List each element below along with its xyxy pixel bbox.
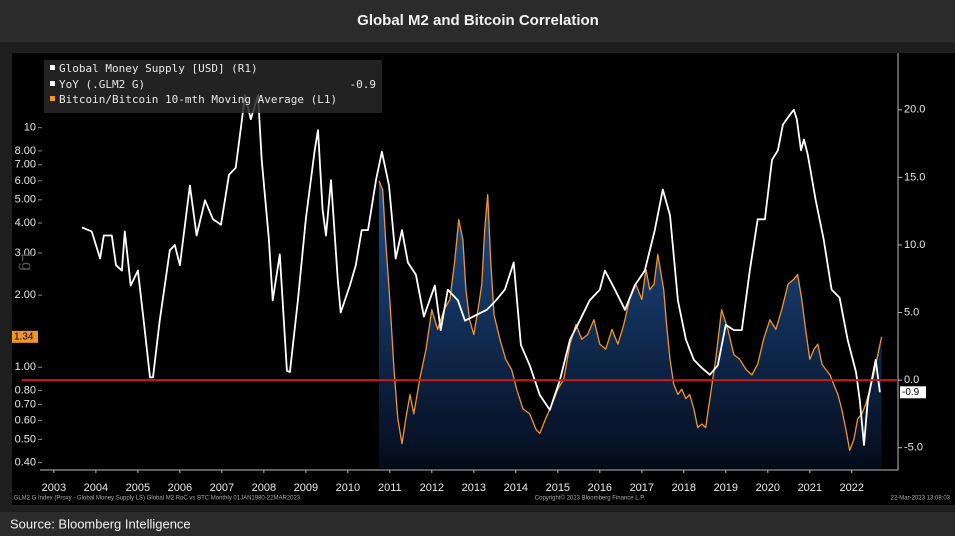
legend-entry: YoY (.GLM2 G) <box>59 78 145 91</box>
y-tick-label: 0.70 <box>15 398 36 410</box>
series-line <box>378 180 883 452</box>
y-tick-label: 8.00 <box>15 145 36 157</box>
x-tick-label: 2016 <box>588 482 612 494</box>
y2-tick-label: 20.0 <box>904 104 925 116</box>
title-bar <box>0 0 955 42</box>
footer-right: 22-Mar-2023 13:08:03 <box>891 496 951 502</box>
x-tick-label: 2011 <box>378 482 402 494</box>
last-value-label: -0.9 <box>902 387 920 398</box>
chart-title: Global M2 and Bitcoin Correlation <box>357 12 599 29</box>
y-tick-label: 3.00 <box>15 247 36 259</box>
y-tick-label: 10 <box>24 122 36 134</box>
legend-swatch <box>50 65 55 70</box>
legend-value: -0.9 <box>350 78 377 91</box>
x-tick-label: 2010 <box>336 482 360 494</box>
x-tick-label: 2008 <box>252 482 276 494</box>
y2-tick-label: -5.0 <box>904 442 923 454</box>
y-tick-label: 7.00 <box>15 159 36 171</box>
footer-left: .GLM2 G Index (Proxy - Global Money Supp… <box>12 496 301 502</box>
x-tick-label: 2005 <box>126 482 150 494</box>
y-tick-label: 0.40 <box>15 457 36 469</box>
x-tick-label: 2009 <box>294 482 318 494</box>
legend-entry: Global Money Supply [USD] (R1) <box>59 62 258 75</box>
x-tick-label: 2019 <box>714 482 738 494</box>
y-tick-label: 2.00 <box>15 289 36 301</box>
y-tick-label: 5.00 <box>15 194 36 206</box>
x-tick-label: 2022 <box>840 482 864 494</box>
x-tick-label: 2020 <box>756 482 780 494</box>
x-tick-label: 2014 <box>504 482 528 494</box>
x-tick-label: 2018 <box>672 482 696 494</box>
legend-swatch <box>50 96 55 101</box>
y2-tick-label: 10.0 <box>904 239 925 251</box>
x-tick-label: 2015 <box>546 482 570 494</box>
y-tick-label: 0.80 <box>15 384 36 396</box>
area-fill <box>378 180 882 468</box>
source: Source: Bloomberg Intelligence <box>10 516 191 531</box>
x-tick-label: 2017 <box>630 482 654 494</box>
legend-box <box>44 60 382 113</box>
x-tick-label: 2007 <box>210 482 234 494</box>
y2-tick-label: 5.0 <box>904 306 919 318</box>
y2-tick-label: 0.0 <box>904 374 919 386</box>
x-tick-label: 2012 <box>420 482 444 494</box>
y2-tick-label: 15.0 <box>904 171 925 183</box>
x-tick-label: 2003 <box>42 482 66 494</box>
y-tick-label: 1.00 <box>15 361 36 373</box>
y-tick-label: 0.50 <box>15 433 36 445</box>
legend-swatch <box>50 81 55 86</box>
x-tick-label: 2021 <box>798 482 822 494</box>
y-tick-label: 6.00 <box>15 175 36 187</box>
x-tick-label: 2013 <box>462 482 486 494</box>
last-value-box <box>12 330 38 343</box>
legend-entry: Bitcoin/Bitcoin 10-mth Moving Average (L… <box>59 93 337 106</box>
y-tick-label: 4.00 <box>15 217 36 229</box>
y-axis-label: Lg <box>18 253 35 271</box>
x-tick-label: 2004 <box>84 482 108 494</box>
y-tick-label: 0.60 <box>15 414 36 426</box>
last-value-box <box>900 386 926 399</box>
series-line <box>81 94 881 446</box>
last-value-label: 1.34 <box>14 331 34 342</box>
footer-center: Copyright© 2023 Bloomberg Finance L.P. <box>535 495 646 502</box>
x-tick-label: 2006 <box>168 482 192 494</box>
plot-area: 10 8.00 7.00 6.00 5.00 4.00 3.00 2.00 1.00 0.80 0.… <box>12 53 926 494</box>
source-bar <box>0 512 955 536</box>
